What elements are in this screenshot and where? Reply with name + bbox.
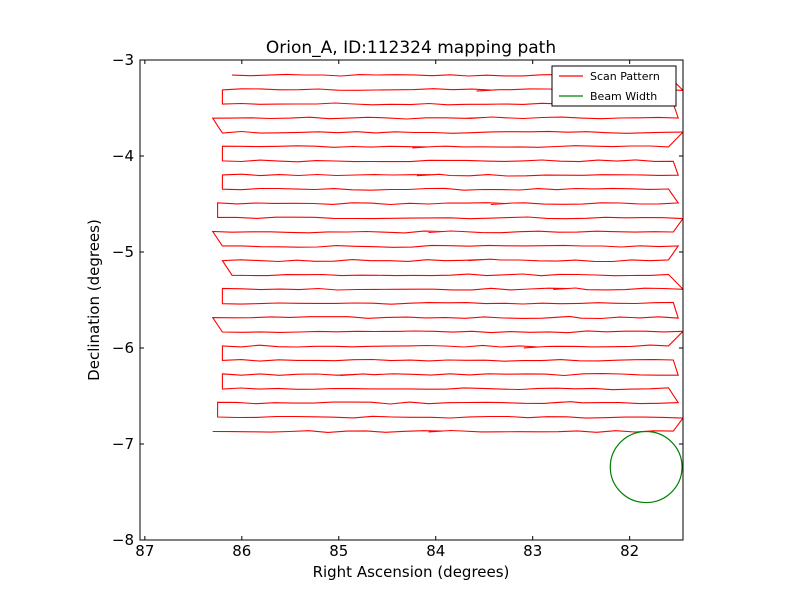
- axes-frame: [139, 59, 684, 541]
- x-axis-label: Right Ascension (degrees): [313, 563, 510, 581]
- x-tick-label: 83: [523, 542, 542, 560]
- x-tick-label: 86: [232, 542, 251, 560]
- x-tick-label: 85: [329, 542, 348, 560]
- x-axis: 87 86 85 84 83 82: [135, 60, 639, 560]
- x-tick-label: 87: [135, 542, 154, 560]
- series-scan-pattern: [211, 73, 683, 433]
- chart-title: Orion_A, ID:112324 mapping path: [266, 38, 556, 58]
- x-tick-label: 82: [620, 542, 639, 560]
- y-tick-label: −6: [112, 339, 134, 357]
- y-tick-label: −3: [112, 51, 134, 69]
- y-axis-label: Declination (degrees): [85, 219, 103, 381]
- y-tick-label: −4: [112, 147, 134, 165]
- plot-area: [211, 73, 683, 504]
- y-axis: −3 −4 −5 −6 −7 −8: [112, 51, 683, 549]
- y-tick-label: −5: [112, 243, 134, 261]
- y-tick-label: −7: [112, 435, 134, 453]
- x-tick-label: 84: [426, 542, 445, 560]
- legend-label-beam-width: Beam Width: [590, 90, 657, 103]
- legend-label-scan-pattern: Scan Pattern: [590, 70, 660, 83]
- y-tick-label: −8: [112, 531, 134, 549]
- series-beam-width: [609, 430, 683, 504]
- legend: Scan Pattern Beam Width: [551, 65, 677, 107]
- legend-box: [551, 65, 677, 107]
